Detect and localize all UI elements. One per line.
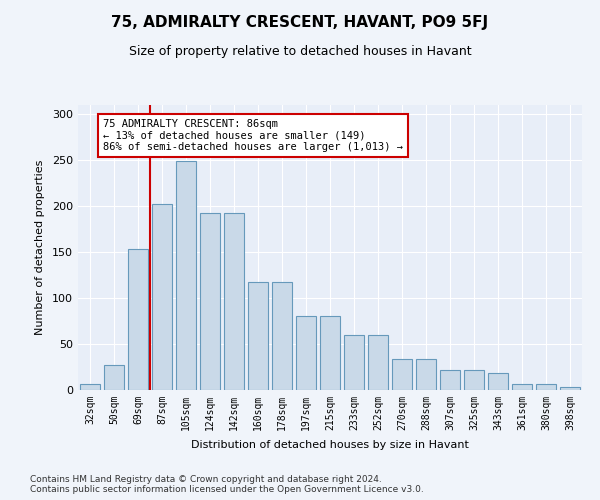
Text: Distribution of detached houses by size in Havant: Distribution of detached houses by size … — [191, 440, 469, 450]
Bar — [368, 335, 388, 390]
Bar — [200, 212, 220, 390]
Text: Size of property relative to detached houses in Havant: Size of property relative to detached ho… — [128, 45, 472, 58]
Bar — [560, 387, 580, 390]
Bar — [128, 250, 148, 390]
Bar — [248, 282, 268, 390]
Bar — [272, 282, 292, 390]
Bar — [152, 204, 172, 390]
Text: 75 ADMIRALTY CRESCENT: 86sqm
← 13% of detached houses are smaller (149)
86% of s: 75 ADMIRALTY CRESCENT: 86sqm ← 13% of de… — [103, 119, 403, 152]
Bar — [392, 358, 412, 390]
Bar — [296, 316, 316, 390]
Bar — [488, 372, 508, 390]
Bar — [440, 370, 460, 390]
Bar — [536, 384, 556, 390]
Bar — [80, 384, 100, 390]
Bar — [344, 335, 364, 390]
Text: 75, ADMIRALTY CRESCENT, HAVANT, PO9 5FJ: 75, ADMIRALTY CRESCENT, HAVANT, PO9 5FJ — [112, 15, 488, 30]
Bar — [464, 370, 484, 390]
Bar — [104, 365, 124, 390]
Bar — [512, 384, 532, 390]
Bar — [416, 358, 436, 390]
Y-axis label: Number of detached properties: Number of detached properties — [35, 160, 45, 335]
Bar — [320, 316, 340, 390]
Bar — [224, 212, 244, 390]
Bar — [176, 161, 196, 390]
Text: Contains HM Land Registry data © Crown copyright and database right 2024.
Contai: Contains HM Land Registry data © Crown c… — [30, 475, 424, 494]
